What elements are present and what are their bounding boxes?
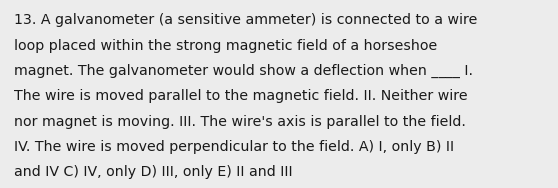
Text: 13. A galvanometer (a sensitive ammeter) is connected to a wire: 13. A galvanometer (a sensitive ammeter)… [14,13,477,27]
Text: nor magnet is moving. III. The wire's axis is parallel to the field.: nor magnet is moving. III. The wire's ax… [14,115,466,129]
Text: IV. The wire is moved perpendicular to the field. A) I, only B) II: IV. The wire is moved perpendicular to t… [14,140,454,154]
Text: magnet. The galvanometer would show a deflection when ____ I.: magnet. The galvanometer would show a de… [14,64,473,78]
Text: and IV C) IV, only D) III, only E) II and III: and IV C) IV, only D) III, only E) II an… [14,165,292,179]
Text: The wire is moved parallel to the magnetic field. II. Neither wire: The wire is moved parallel to the magnet… [14,89,468,103]
Text: loop placed within the strong magnetic field of a horseshoe: loop placed within the strong magnetic f… [14,39,437,52]
